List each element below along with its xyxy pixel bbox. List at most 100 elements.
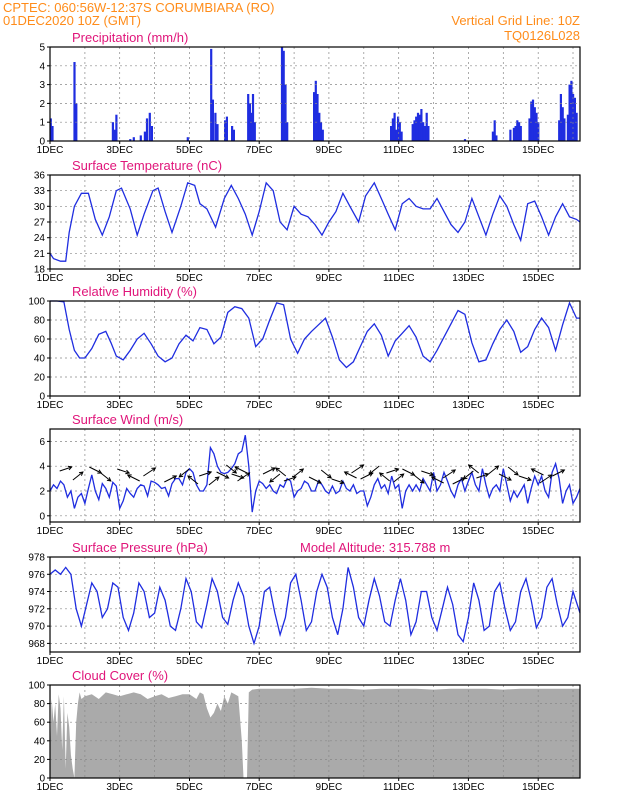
precipitation-bar [422,122,425,141]
precipitation-bar [313,92,316,141]
wind-arrow-head [151,467,157,472]
wind-arrow-head [506,476,512,481]
precipitation-panel: 0 1 2 3 4 5 1DEC 3DEC 5DEC 7DEC 9DEC 11DEC 13DEC 15DE… [37,30,581,156]
precipitation-bar [512,127,515,141]
cloud-xtick-label: 15DEC [522,782,554,793]
precipitation-bar [420,109,423,141]
precipitation-bar [318,112,321,141]
precipitation-bar [231,126,234,141]
temperature-xtick-label: 11DEC [383,273,415,284]
header-grid-info: Vertical Grid Line: 10Z [451,13,580,28]
wind-arrow [386,468,399,474]
humidity-title: Relative Humidity (%) [72,284,197,299]
wind-arrow [89,466,102,474]
wind-arrow [208,476,220,486]
temperature-ytick-label: 36 [34,171,46,182]
precipitation-bar [391,118,394,141]
precipitation-bar [282,50,285,141]
cloud-ytick-label: 100 [28,681,45,692]
pressure-ytick-label: 968 [28,639,45,650]
wind-panel: 0 2 4 6 1DEC 3DEC 5DEC 7DEC 9DEC 11DEC 13DEC 15DEC S… [37,412,581,537]
precipitation-xtick-label: 3DEC [106,145,133,156]
wind-arrow-head [327,474,333,479]
pressure-frame [49,556,581,653]
wind-arrow [100,472,112,482]
precipitation-bar [495,135,498,141]
precipitation-bar [395,129,398,141]
wind-arrow [452,477,465,485]
wind-arrow-head [560,469,566,474]
wind-arrow [379,472,391,482]
precipitation-bar [415,116,418,141]
wind-arrow [402,468,415,476]
precipitation-bar [533,107,536,141]
wind-arrow [498,473,512,481]
temperature-ytick-label: 27 [34,218,46,229]
precipitation-bar [210,48,213,141]
wind-xtick-label: 15DEC [522,526,554,537]
wind-arrow [237,472,250,482]
wind-arrow [320,469,332,479]
precipitation-bar [570,80,573,141]
wind-arrow [531,468,544,476]
precipitation-bar [319,122,323,141]
wind-xtick-label: 3DEC [106,526,133,537]
precipitation-bar [531,99,535,141]
precipitation-bar [145,118,149,141]
wind-arrow [351,464,364,474]
cloud-xtick-label: 1DEC [37,782,64,793]
precipitation-ytick-label: 2 [39,99,45,110]
precipitation-title: Precipitation (mm/h) [72,30,188,45]
pressure-xtick-label: 7DEC [246,656,273,667]
wind-arrow [117,468,130,474]
wind-arrow-head [547,474,553,479]
wind-ytick-label: 6 [39,437,45,448]
pressure-xtick-label: 9DEC [316,656,343,667]
precipitation-bar [132,137,135,141]
wind-arrow-head [269,478,274,483]
humidity-xtick-label: 13DEC [452,400,484,411]
precipitation-bar [314,80,317,141]
precipitation-bar [214,112,217,141]
precipitation-bar [129,139,132,141]
wind-arrow-head [514,471,519,476]
wind-arrow-head [232,469,238,474]
wind-arrow-head [394,467,400,473]
cloud-xtick-label: 7DEC [246,782,273,793]
wind-arrow-head [378,472,384,477]
precipitation-bar [225,116,228,141]
temperature-ytick-label: 21 [34,249,46,260]
humidity-panel: 0 20 40 60 80 100 1DEC 3DEC 5DEC 7DEC 9DEC 11DEC 13D… [28,284,581,411]
precipitation-xtick-label: 11DEC [383,145,415,156]
precipitation-xtick-label: 9DEC [316,145,343,156]
precipitation-bar [411,124,414,141]
wind-arrow-head [526,476,532,482]
precipitation-bar [111,122,114,141]
temperature-xtick-label: 9DEC [316,273,343,284]
precipitation-bar [73,62,76,141]
precipitation-xtick-label: 1DEC [37,145,64,156]
precipitation-bar [530,101,533,141]
precipitation-bar [390,126,393,141]
humidity-xtick-label: 5DEC [176,400,203,411]
temperature-title: Surface Temperature (nC) [72,158,222,173]
precipitation-bar [247,94,250,141]
precipitation-bar [519,126,522,141]
precipitation-bar [251,94,255,141]
cloud-title: Cloud Cover (%) [72,668,168,683]
panels: 0 1 2 3 4 5 1DEC 3DEC 5DEC 7DEC 9DEC 11DEC 13DEC 15DE… [28,30,581,793]
temperature-ytick-label: 30 [34,202,46,213]
cloud-area [50,687,580,778]
wind-arrow [468,464,480,474]
precipitation-bar [491,131,494,141]
precipitation-bar [148,112,151,141]
wind-arrow [344,471,357,479]
precipitation-xtick-label: 5DEC [176,145,203,156]
precipitation-bar [397,116,400,141]
wind-arrow-head [467,464,473,469]
pressure-ytick-label: 978 [28,553,45,564]
pressure-xtick-label: 13DEC [452,656,484,667]
precipitation-bar [113,129,116,141]
wind-arrow [552,469,565,477]
